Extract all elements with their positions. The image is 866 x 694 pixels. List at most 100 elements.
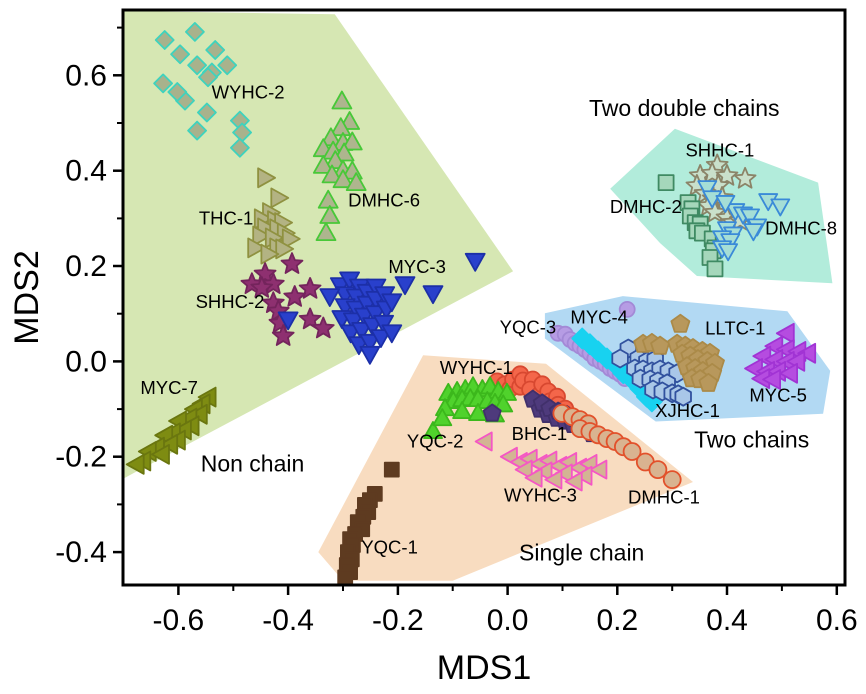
- y-tick-label: 0.0: [65, 345, 107, 378]
- data-point: [370, 329, 392, 349]
- series-label-myc-7: MYC-7: [140, 377, 198, 398]
- region-label-two-double-chains: Two double chains: [589, 95, 780, 121]
- series-label-yqc-2: YQC-2: [407, 430, 464, 451]
- data-point: [275, 238, 295, 260]
- data-point: [205, 40, 226, 60]
- series-label-dmhc-1: DMHC-1: [628, 487, 700, 508]
- data-point: [554, 463, 573, 484]
- data-point: [311, 316, 335, 339]
- data-point: [170, 44, 191, 65]
- data-point: [332, 169, 354, 189]
- series-label-dmhc-2: DMHC-2: [610, 196, 682, 217]
- data-point: [283, 285, 307, 307]
- data-point: [153, 73, 174, 94]
- series-label-wyhc-1: WYHC-1: [440, 357, 513, 378]
- data-point: [611, 348, 629, 369]
- series-label-bhc-1: BHC-1: [512, 423, 568, 444]
- data-point: [770, 198, 791, 217]
- data-point: [250, 276, 274, 298]
- data-point: [697, 180, 718, 199]
- series-label-myc-3: MYC-3: [388, 256, 446, 277]
- data-point: [564, 471, 583, 492]
- series-label-dmhc-8: DMHC-8: [765, 218, 837, 239]
- data-point: [342, 312, 364, 332]
- data-point: [151, 443, 170, 465]
- data-point: [324, 150, 346, 170]
- data-point: [698, 372, 719, 392]
- data-point: [514, 459, 533, 480]
- data-point: [715, 163, 739, 186]
- data-point: [125, 453, 145, 475]
- series-label-shhc-1: SHHC-1: [685, 139, 754, 160]
- data-point: [381, 293, 403, 313]
- data-point: [524, 467, 543, 488]
- data-point: [364, 305, 386, 325]
- data-point: [762, 369, 781, 390]
- y-tick-label: 0.6: [65, 59, 107, 92]
- data-point: [333, 142, 355, 162]
- data-point: [277, 311, 299, 331]
- series-dmhc-8: [697, 180, 791, 262]
- data-point: [187, 120, 208, 141]
- data-point: [271, 324, 295, 346]
- series-label-myc-5: MYC-5: [749, 385, 807, 406]
- data-point: [670, 313, 691, 333]
- x-tick-label: 0.2: [596, 604, 638, 637]
- data-point: [345, 172, 367, 192]
- x-tick-label: -0.2: [372, 604, 424, 637]
- data-point: [298, 307, 322, 330]
- data-point: [740, 208, 761, 227]
- data-point: [797, 342, 817, 364]
- axes: -0.6 -0.4 -0.2 0.0 0.2 0.4 0.6 -0.4 -0.2 0.0 0.2 0.…: [8, 8, 858, 687]
- data-point: [432, 408, 453, 427]
- data-point: [167, 82, 188, 102]
- data-point: [674, 386, 692, 407]
- series-myc-5: [744, 322, 817, 390]
- series-dmhc-6: [312, 90, 367, 242]
- data-point: [331, 90, 353, 110]
- data-point: [229, 137, 250, 158]
- data-point: [280, 252, 304, 274]
- data-point: [482, 403, 502, 422]
- data-point: [423, 421, 443, 440]
- series-label-yqc-1: YQC-1: [361, 537, 418, 558]
- data-point: [493, 394, 514, 413]
- data-point: [589, 459, 608, 480]
- data-point: [706, 260, 724, 278]
- series-label-xjhc-1: XJHC-1: [655, 400, 720, 421]
- series-thc-1: [247, 167, 301, 265]
- data-point: [618, 300, 636, 318]
- data-point: [394, 276, 416, 296]
- data-point: [154, 30, 175, 50]
- data-point: [381, 324, 403, 344]
- region-hull-single-chain: [318, 355, 693, 581]
- data-point: [184, 21, 205, 42]
- x-tick-label: 0.0: [487, 604, 529, 637]
- annotations: Non chain Two double chains Two chains Sing…: [140, 81, 837, 565]
- y-tick-label: -0.2: [55, 441, 107, 474]
- series-wyhc-3: [474, 431, 608, 492]
- data-point: [337, 569, 354, 585]
- y-tick-label: 0.2: [65, 250, 107, 283]
- data-point: [359, 345, 381, 365]
- region-label-single-chain: Single chain: [519, 540, 644, 566]
- series-xjhc-1: [611, 338, 692, 407]
- series-yqc-1: [337, 461, 400, 585]
- data-point: [319, 288, 341, 308]
- data-point: [474, 431, 493, 452]
- series-myc-3: [277, 252, 486, 365]
- region-label-non-chain: Non chain: [201, 450, 305, 476]
- data-point: [383, 461, 400, 478]
- data-point: [373, 314, 395, 334]
- series-label-wyhc-2: WYHC-2: [212, 81, 285, 102]
- data-point: [252, 225, 272, 247]
- data-point: [715, 195, 736, 214]
- region-label-two-chains: Two chains: [694, 427, 809, 453]
- data-point: [574, 465, 593, 486]
- plot-frame: [121, 8, 847, 587]
- y-tick-label: -0.4: [55, 536, 107, 569]
- data-point: [468, 402, 488, 421]
- data-point: [198, 67, 218, 88]
- data-point: [657, 174, 675, 192]
